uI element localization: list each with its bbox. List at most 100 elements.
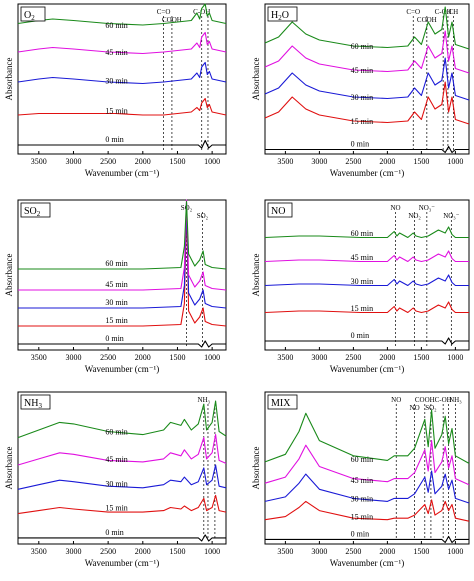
panel-label: SO2 [24,206,41,218]
x-tick-label: 2500 [100,547,116,556]
x-tick-label: 3500 [277,353,293,362]
x-tick-label: 3500 [31,353,47,362]
panel-label: H2O [271,10,289,22]
spectrum-line-60-min [264,409,470,464]
peak-marker-label: NO₂ [408,212,421,220]
spectrum-line-30-min [264,274,469,287]
series-label: 0 min [105,135,123,144]
peak-marker-label: C-OH [435,8,452,16]
plot-frame [17,199,227,351]
series-label: 0 min [105,528,123,537]
series-label: 15 min [105,316,127,325]
spectrum-line-45-min [18,199,227,291]
series-label: 60 min [351,229,373,238]
plot-frame [17,391,227,545]
spectrum-line-30-min [264,470,470,504]
plot-frame [17,3,227,155]
peak-marker-label: COOH [417,16,437,24]
x-tick-label: 3000 [311,157,327,166]
spectrum-line-60-min [264,226,469,239]
series-label: 15 min [351,117,373,126]
series-label: 15 min [105,107,127,116]
spectrum-line-15-min [18,205,227,327]
x-tick-label: 3000 [65,157,81,166]
x-tick-label: 1000 [447,157,463,166]
peak-marker-label: NO₃⁻ [419,204,436,212]
spectrum-line-30-min [17,61,227,85]
plot-frame [264,3,470,155]
series-label: 0 min [351,331,369,340]
series-label: 30 min [105,77,127,86]
series-label: 45 min [105,455,127,464]
spectrum-line-15-min [17,97,227,116]
spectrum-line-45-min [17,31,227,55]
panel-label-box [20,394,51,410]
panel-label-box [267,202,293,218]
spectrum-line-45-min [264,440,470,486]
series-label: 60 min [351,455,373,464]
x-tick-label: 2000 [379,157,395,166]
x-tick-label: 1500 [169,353,185,362]
spectrum-line-60-min [17,400,227,439]
y-axis-label: Absorbance [4,254,14,297]
x-axis-label: Wavenumber (cm⁻¹) [85,364,159,374]
x-axis-label: Wavenumber (cm⁻¹) [330,168,404,178]
spectrum-line-45-min [17,434,227,466]
x-tick-label: 1000 [204,157,220,166]
x-axis-label: Wavenumber (cm⁻¹) [330,558,404,568]
x-tick-label: 3000 [65,353,81,362]
spectrum-line-0-min [18,340,226,348]
peak-marker-label: C-OH [435,396,452,404]
x-tick-label: 3000 [311,353,327,362]
peak-marker-label: NH₃ [449,396,462,404]
peak-marker-label: SO₂ [197,212,209,220]
series-label: 30 min [351,93,373,102]
spectrum-line-45-min [264,30,470,74]
x-tick-label: 2500 [345,157,361,166]
peak-marker-label: C=O [406,8,420,16]
spectrum-line-30-min [18,202,227,309]
x-tick-label: 2000 [135,157,151,166]
y-axis-label: Absorbance [4,447,14,490]
series-label: 30 min [351,494,373,503]
spectrum-line-15-min [264,301,469,314]
series-label: 60 min [105,428,127,437]
panel-label-box [267,394,298,410]
series-label: 0 min [105,334,123,343]
panel-label: NH3 [24,398,42,410]
series-label: 45 min [351,253,373,262]
x-tick-label: 1000 [447,547,463,556]
peak-marker-label: NO₃⁻ [443,212,460,220]
spectrum-line-15-min [264,81,470,125]
series-label: 0 min [351,140,369,149]
x-tick-label: 1500 [169,157,185,166]
x-tick-label: 1000 [447,353,463,362]
x-tick-label: 1000 [204,547,220,556]
chart-panel-nh3: NH₃ 0 min 15 min 30 min 45 min 60 min 3500 3000… [4,391,227,568]
y-axis-label: Absorbance [251,447,261,490]
series-label: 45 min [351,66,373,75]
x-axis-label: Wavenumber (cm⁻¹) [330,364,404,374]
spectrum-line-60-min [18,200,227,270]
series-label: 30 min [105,298,127,307]
peak-marker-label: NH₃ [198,396,211,404]
y-axis-label: Absorbance [251,58,261,101]
series-label: 60 min [105,259,127,268]
x-axis-label: Wavenumber (cm⁻¹) [85,168,159,178]
spectrum-line-0-min [265,145,469,154]
panel-label: NO [271,206,285,217]
spectrum-line-15-min [264,499,470,522]
spectrum-line-60-min [17,3,227,26]
series-label: 45 min [351,476,373,485]
y-axis-label: Absorbance [4,58,14,101]
x-tick-label: 1500 [413,547,429,556]
x-tick-label: 1500 [413,157,429,166]
x-tick-label: 2500 [345,353,361,362]
spectrum-line-0-min [18,534,226,542]
x-tick-label: 3000 [311,547,327,556]
x-tick-label: 2500 [100,353,116,362]
